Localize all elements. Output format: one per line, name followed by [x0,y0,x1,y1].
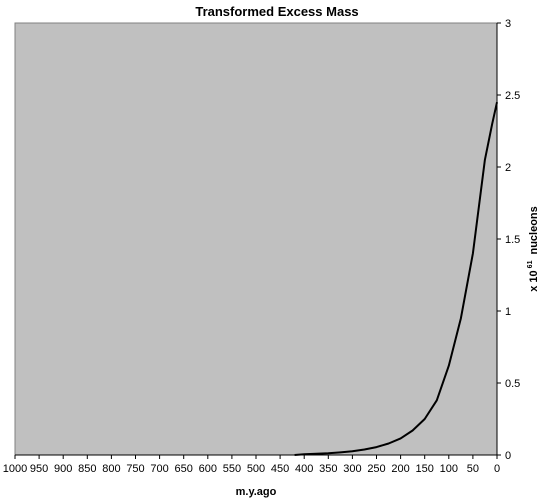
x-tick-label: 550 [223,463,241,475]
x-axis: 1000 950 900 850 800 750 700 650 600 550 500 450 400… [3,454,500,475]
x-tick-label: 200 [391,463,409,475]
x-tick-label: 850 [78,463,96,475]
x-tick-label: 900 [54,463,72,475]
x-tick-label: 0 [494,463,500,475]
y-tick-label: 2.5 [505,90,520,102]
x-tick-label: 650 [175,463,193,475]
y-tick-label: 0.5 [505,378,520,390]
x-tick-label: 500 [247,463,265,475]
x-tick-label: 150 [416,463,434,475]
y-axis-label-suffix: nucleons [528,206,540,254]
y-axis: 0 0.5 1 1.5 2 2.5 3 [496,18,520,462]
x-tick-label: 1000 [3,463,27,475]
x-tick-label: 400 [295,463,313,475]
x-tick-label: 300 [343,463,361,475]
y-axis-label: x 10 61 nucleons [527,206,540,292]
x-tick-label: 800 [102,463,120,475]
x-tick-label: 950 [30,463,48,475]
x-tick-label: 450 [271,463,289,475]
x-tick-label: 600 [199,463,217,475]
chart-title: Transformed Excess Mass [195,4,358,19]
y-tick-label: 3 [505,18,511,30]
y-tick-label: 2 [505,162,511,174]
y-axis-label-exponent: 61 [527,260,534,268]
x-tick-label: 100 [440,463,458,475]
x-tick-label: 250 [367,463,385,475]
x-tick-label: 350 [319,463,337,475]
x-tick-label: 750 [126,463,144,475]
y-tick-label: 1 [505,306,511,318]
y-axis-label-prefix: x 10 [528,270,540,291]
y-tick-label: 0 [505,450,511,462]
x-tick-label: 50 [467,463,479,475]
y-tick-label: 1.5 [505,234,520,246]
series-line [294,101,498,456]
plot-area [14,22,498,456]
x-axis-label: m.y.ago [236,486,277,498]
x-tick-label: 700 [150,463,168,475]
series-lines [294,101,498,456]
